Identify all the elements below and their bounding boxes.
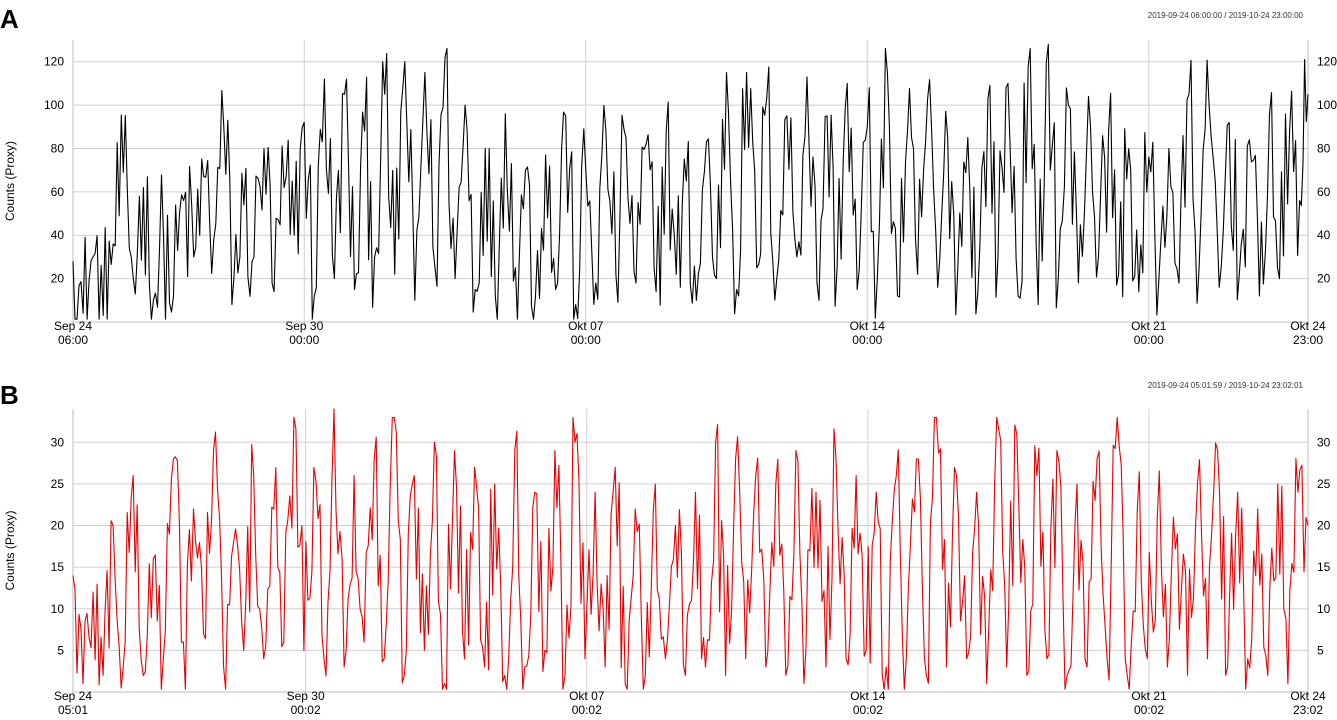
y-tick-label-right: 120 xyxy=(1317,55,1337,69)
x-tick-label-time: 23:00 xyxy=(1293,333,1323,347)
chart-panel-a: A 2019-09-24 06:00:00 / 2019-10-24 23:00:… xyxy=(0,4,1337,347)
x-tick-label-time: 00:02 xyxy=(853,703,883,715)
x-tick-label: Okt 14 xyxy=(850,319,886,333)
panel-label: B xyxy=(0,380,19,410)
y-tick-label-left: 100 xyxy=(44,98,64,112)
y-tick-label-right: 100 xyxy=(1317,98,1337,112)
y-tick-label-left: 10 xyxy=(51,602,65,616)
x-tick-label: Okt 24 xyxy=(1290,319,1326,333)
y-tick-label-left: 30 xyxy=(51,435,65,449)
y-tick-label-right: 30 xyxy=(1317,435,1331,449)
x-tick-label: Okt 14 xyxy=(850,689,886,703)
y-tick-label-right: 25 xyxy=(1317,477,1331,491)
x-tick-label-time: 00:00 xyxy=(289,333,319,347)
x-tick-label: Okt 24 xyxy=(1290,689,1326,703)
y-tick-label-right: 15 xyxy=(1317,560,1331,574)
x-tick-label: Sep 24 xyxy=(54,689,92,703)
chart-panel-b: B 2019-09-24 05:01:59 / 2019-10-24 23:02:… xyxy=(0,380,1331,717)
y-axis-label: Counts (Proxy) xyxy=(3,510,17,590)
x-tick-label-time: 23:02 xyxy=(1293,703,1323,715)
y-tick-label-left: 40 xyxy=(51,228,65,242)
x-tick-label-time: 00:00 xyxy=(1134,333,1164,347)
x-tick-label: Sep 24 xyxy=(54,319,92,333)
y-tick-label-left: 20 xyxy=(51,519,65,533)
y-tick-label-left: 120 xyxy=(44,55,64,69)
panel-label: A xyxy=(0,4,19,34)
y-tick-label-left: 15 xyxy=(51,560,65,574)
x-tick-label-time: 00:02 xyxy=(572,703,602,715)
x-tick-label-time: 00:02 xyxy=(1134,703,1164,715)
x-tick-label-time: 06:00 xyxy=(58,333,88,347)
y-tick-label-left: 5 xyxy=(57,643,64,657)
date-range-label: 2019-09-24 05:01:59 / 2019-10-24 23:02:0… xyxy=(1148,381,1304,390)
y-tick-label-right: 20 xyxy=(1317,272,1331,286)
y-tick-label-left: 60 xyxy=(51,185,65,199)
x-tick-label-time: 00:00 xyxy=(571,333,601,347)
x-tick-label: Sep 30 xyxy=(287,689,325,703)
x-tick-label: Okt 07 xyxy=(569,689,605,703)
x-tick-label-time: 00:02 xyxy=(291,703,321,715)
y-tick-label-left: 20 xyxy=(51,272,65,286)
x-tick-label: Okt 21 xyxy=(1131,319,1167,333)
y-tick-label-left: 80 xyxy=(51,141,65,155)
y-axis-label: Counts (Proxy) xyxy=(3,141,17,221)
x-tick-label: Sep 30 xyxy=(285,319,323,333)
date-range-label: 2019-09-24 06:00:00 / 2019-10-24 23:00:0… xyxy=(1148,11,1304,20)
x-tick-label-time: 00:00 xyxy=(852,333,882,347)
y-tick-label-right: 80 xyxy=(1317,141,1331,155)
y-tick-label-right: 10 xyxy=(1317,602,1331,616)
y-tick-label-right: 5 xyxy=(1317,643,1324,657)
x-tick-label: Okt 21 xyxy=(1131,689,1167,703)
series-line xyxy=(72,43,1309,320)
y-tick-label-right: 60 xyxy=(1317,185,1331,199)
x-tick-label-time: 05:01 xyxy=(58,703,88,715)
y-tick-label-right: 20 xyxy=(1317,519,1331,533)
x-tick-label: Okt 07 xyxy=(568,319,604,333)
y-tick-label-right: 40 xyxy=(1317,228,1331,242)
y-tick-label-left: 25 xyxy=(51,477,65,491)
series-line xyxy=(72,408,1309,690)
